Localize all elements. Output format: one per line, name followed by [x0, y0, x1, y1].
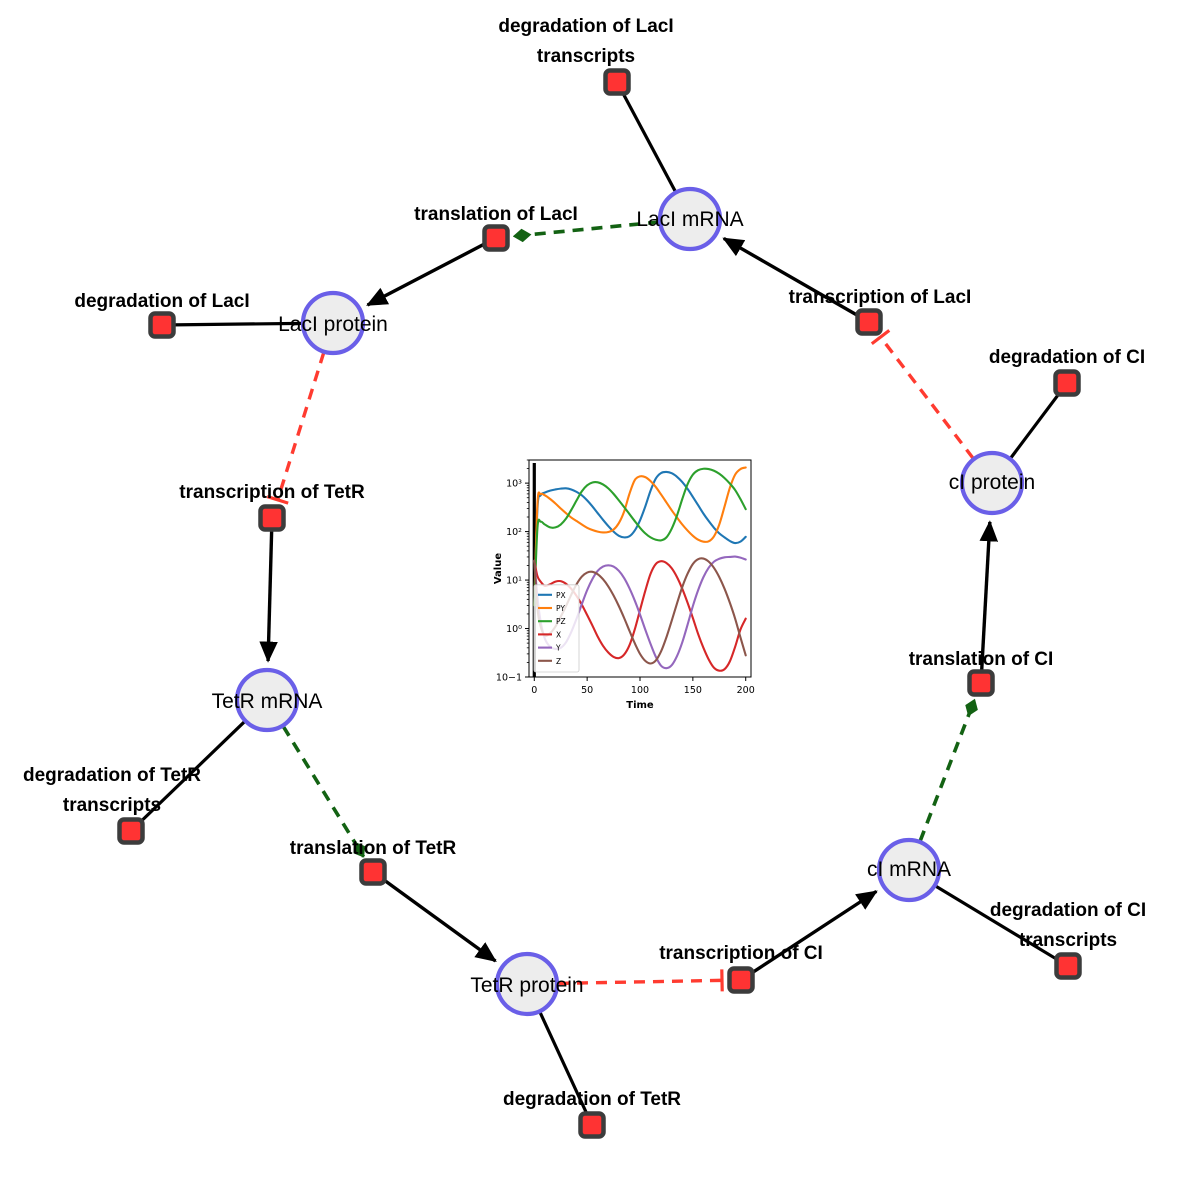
species-label: TetR mRNA — [212, 690, 323, 713]
edge-plain — [137, 719, 247, 825]
series-line-PZ — [533, 467, 747, 607]
reaction-label: translation of LacI — [414, 204, 578, 225]
plot-legend-box — [533, 584, 580, 673]
reaction-node[interactable] — [1053, 369, 1081, 397]
x-axis-title: Time — [626, 700, 654, 711]
species-node[interactable] — [959, 450, 1025, 516]
edges-layer — [137, 90, 1062, 1116]
reaction-node[interactable] — [482, 224, 510, 252]
legend-label-PX: PX — [556, 591, 566, 600]
edge-inhibition — [870, 329, 975, 460]
reaction-node[interactable] — [603, 68, 631, 96]
edge-plain — [933, 884, 1060, 962]
reaction-node[interactable] — [727, 966, 755, 994]
reaction-label: degradation of LacI — [74, 291, 249, 312]
reaction-node[interactable] — [967, 669, 995, 697]
edge-modifier — [281, 725, 366, 858]
y-axis-title: Value — [493, 553, 504, 584]
species-label: cI protein — [949, 471, 1035, 494]
reaction-node[interactable] — [855, 308, 883, 336]
edge-plain — [172, 321, 304, 327]
y-tick-label: 10¹ — [506, 576, 522, 587]
reaction-label: degradation of LacI — [498, 16, 673, 37]
edge-production — [381, 877, 497, 963]
inset-timeseries-plot: 10−1 10⁰ 10¹ 10² 10³ 0 50 100 150 200 Time Value PX P… — [480, 447, 767, 727]
series-line-PY — [533, 466, 747, 607]
edge-plain — [538, 1010, 589, 1116]
reaction-label: transcripts — [63, 795, 161, 816]
species-label: cI mRNA — [867, 858, 951, 881]
y-tick-label: 10² — [506, 527, 522, 538]
legend-label-X: X — [556, 630, 561, 639]
edge-modifier — [512, 220, 660, 243]
reaction-label: transcripts — [537, 46, 635, 67]
legend-label-Y: Y — [555, 644, 561, 653]
edge-plain — [1008, 390, 1062, 460]
legend-label-PZ: PZ — [556, 617, 566, 626]
reaction-label: translation of CI — [909, 649, 1054, 670]
species-label: LacI mRNA — [636, 208, 743, 231]
nodes-layer — [117, 68, 1082, 1139]
species-label: TetR protein — [470, 974, 583, 997]
reaction-node[interactable] — [117, 817, 145, 845]
edge-production — [722, 236, 860, 318]
edge-production — [366, 242, 487, 307]
reaction-label: degradation of TetR — [23, 765, 201, 786]
x-tick-label: 200 — [737, 685, 755, 696]
edge-production — [259, 529, 278, 663]
reaction-label: translation of TetR — [290, 838, 457, 859]
edge-inhibition — [266, 352, 326, 505]
reaction-label: degradation of TetR — [503, 1089, 681, 1110]
edge-inhibition — [557, 969, 724, 992]
y-tick-label: 10⁰ — [506, 624, 522, 635]
y-tick-label: 10³ — [506, 479, 522, 490]
species-node[interactable] — [300, 290, 366, 356]
species-node[interactable] — [234, 667, 300, 733]
y-tick-label: 10−1 — [496, 673, 522, 684]
edge-modifier — [918, 698, 978, 842]
species-label: LacI protein — [278, 313, 388, 336]
x-tick-label: 100 — [631, 685, 649, 696]
legend-label-Z: Z — [556, 657, 561, 666]
reaction-node[interactable] — [258, 504, 286, 532]
reaction-node[interactable] — [578, 1111, 606, 1139]
species-node[interactable] — [657, 186, 723, 252]
reaction-label: transcripts — [1019, 930, 1117, 951]
species-node[interactable] — [876, 837, 942, 903]
reaction-label: degradation of CI — [990, 900, 1146, 921]
edge-production — [979, 520, 999, 672]
reaction-label: transcription of CI — [659, 943, 823, 964]
edge-plain — [620, 90, 678, 194]
reaction-label: transcription of LacI — [789, 287, 972, 308]
reaction-label: transcription of TetR — [179, 482, 365, 503]
edge-production — [750, 889, 878, 975]
x-tick-label: 0 — [531, 685, 537, 696]
species-node[interactable] — [494, 951, 560, 1017]
x-tick-label: 150 — [684, 685, 702, 696]
labels-layer: degradation of LacI transcripts translatio… — [23, 16, 1146, 1110]
series-line-PX — [533, 470, 747, 607]
series-line-X — [533, 559, 747, 672]
reaction-node[interactable] — [1054, 952, 1082, 980]
reaction-label: degradation of CI — [989, 347, 1145, 368]
reaction-node[interactable] — [359, 858, 387, 886]
x-tick-label: 50 — [581, 685, 593, 696]
legend-label-PY: PY — [556, 604, 565, 613]
reaction-node[interactable] — [148, 311, 176, 339]
